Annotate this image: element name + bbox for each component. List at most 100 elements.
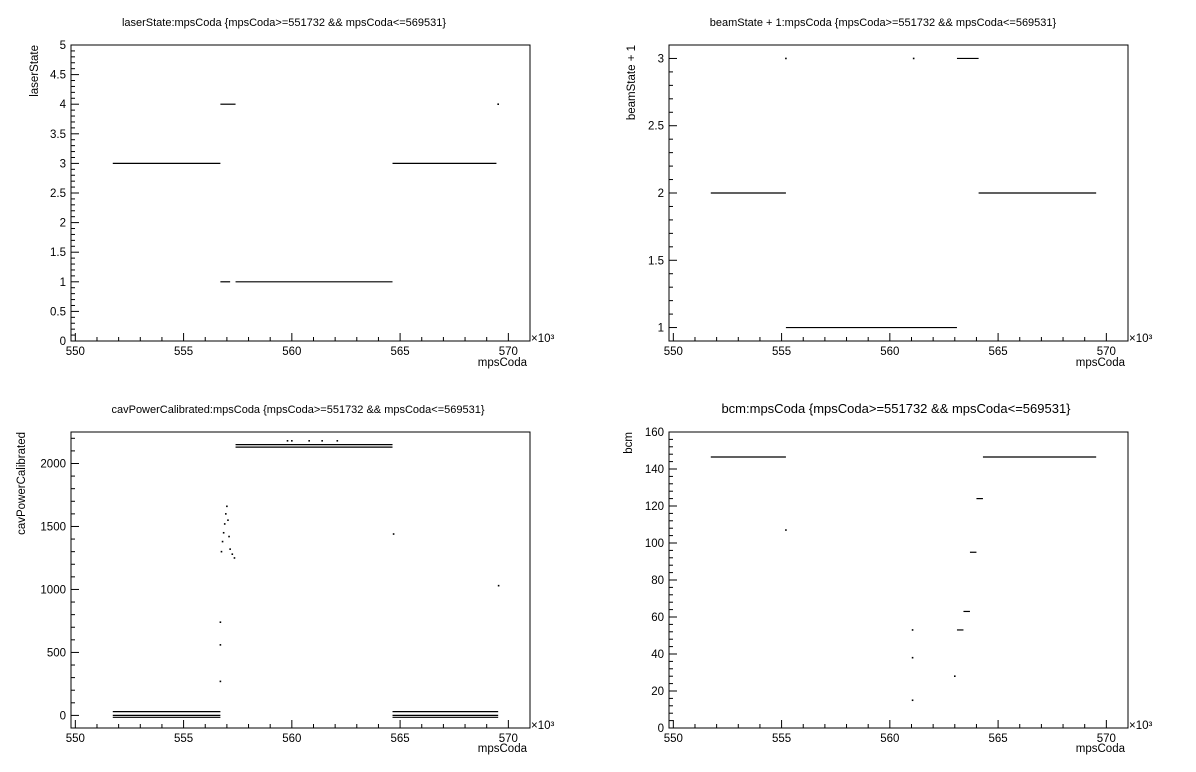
y-tick-label: 1.5	[648, 255, 664, 267]
data-point	[227, 519, 229, 521]
plot-beamstate: beamState + 1:mpsCoda {mpsCoda>=551732 &…	[626, 17, 1153, 369]
y-tick-label: 5	[60, 40, 66, 52]
plot-frame	[668, 431, 1129, 729]
chart-title: bcm:mpsCoda {mpsCoda>=551732 && mpsCoda<…	[721, 401, 1071, 416]
y-tick-label: 2000	[40, 458, 66, 470]
data-point	[226, 505, 228, 508]
y-tick-label: 1500	[40, 521, 66, 533]
x-tick-label: 570	[499, 346, 518, 358]
data-point	[785, 57, 787, 60]
data-point	[308, 440, 310, 442]
data-point	[911, 699, 914, 702]
y-tick-label: 3	[60, 158, 66, 170]
x-tick-label: 565	[391, 346, 410, 358]
y-tick-label: 3	[658, 53, 664, 65]
data-point	[912, 57, 915, 60]
x-ticks: 550 555 560 565 570	[664, 333, 1116, 358]
x-tick-label: 560	[880, 346, 899, 358]
y-tick-label: 2.5	[648, 121, 664, 133]
data-point	[953, 675, 956, 677]
x-axis-label: mpsCoda	[1076, 743, 1126, 755]
x-tick-label: 565	[391, 733, 410, 745]
data-point	[231, 553, 234, 555]
y-tick-label: 3.5	[50, 129, 66, 141]
y-tick-label: 0	[658, 723, 664, 735]
y-axis-label: cavPowerCalibrated	[16, 432, 28, 535]
data-point	[223, 523, 226, 525]
x-multiplier-label: ×10³	[1129, 720, 1153, 732]
data-marks	[112, 440, 500, 718]
y-ticks: 0 20 40 60 80 100 120 140 160	[645, 427, 677, 735]
y-tick-label: 2	[60, 218, 66, 230]
y-tick-label: 0	[60, 336, 66, 348]
x-tick-label: 570	[1097, 733, 1116, 745]
data-point	[785, 529, 787, 531]
data-marks	[710, 456, 1097, 702]
chart-title: cavPowerCalibrated:mpsCoda {mpsCoda>=551…	[111, 404, 484, 416]
y-tick-label: 2.5	[50, 188, 66, 200]
y-tick-label: 100	[645, 538, 664, 550]
data-point	[286, 440, 289, 442]
y-axis-label: beamState + 1	[626, 45, 638, 120]
x-tick-label: 555	[174, 733, 193, 745]
data-point	[222, 531, 225, 534]
y-tick-label: 140	[645, 464, 664, 476]
y-axis-label: laserState	[29, 45, 41, 97]
data-marks	[710, 57, 1097, 329]
x-tick-label: 570	[1097, 346, 1116, 358]
y-tick-label: 4	[60, 99, 67, 111]
x-tick-label: 565	[989, 733, 1008, 745]
x-multiplier-label: ×10³	[1129, 333, 1153, 345]
y-ticks: 0 0.5 1 1.5 2 2.5 3 3.5 4 4.5 5	[50, 40, 79, 348]
y-axis-label: bcm	[623, 432, 635, 454]
data-point	[497, 584, 500, 587]
x-tick-label: 555	[174, 346, 193, 358]
data-point	[911, 656, 914, 659]
plot-laserstate: laserState:mpsCoda {mpsCoda>=551732 && m…	[29, 17, 555, 369]
y-tick-label: 4.5	[50, 70, 66, 82]
plot-cavpower: cavPowerCalibrated:mpsCoda {mpsCoda>=551…	[16, 404, 555, 755]
x-tick-label: 555	[772, 346, 791, 358]
data-point	[321, 440, 323, 442]
y-tick-label: 20	[651, 686, 664, 698]
x-tick-label: 560	[282, 346, 301, 358]
data-point	[219, 680, 222, 683]
data-marks	[112, 103, 499, 283]
x-tick-label: 565	[989, 346, 1008, 358]
x-multiplier-label: ×10³	[531, 720, 555, 732]
chart-title: laserState:mpsCoda {mpsCoda>=551732 && m…	[122, 17, 446, 29]
y-tick-label: 0	[60, 710, 66, 722]
y-tick-label: 160	[645, 427, 664, 439]
x-multiplier-label: ×10³	[531, 333, 555, 345]
plot-frame	[70, 44, 531, 342]
x-axis-label: mpsCoda	[1076, 357, 1126, 369]
data-point	[220, 550, 223, 553]
y-ticks: 0 500 1000 1500 2000	[40, 437, 79, 729]
y-tick-label: 1	[658, 323, 664, 335]
y-ticks: 1 1.5 2 2.5 3	[648, 44, 677, 342]
x-tick-label: 550	[664, 733, 683, 745]
plot-bcm: bcm:mpsCoda {mpsCoda>=551732 && mpsCoda<…	[623, 401, 1153, 755]
data-point	[911, 629, 914, 631]
data-point	[336, 440, 339, 442]
x-ticks: 550 555 560 565 570	[664, 720, 1116, 745]
x-tick-label: 560	[282, 733, 301, 745]
x-tick-label: 550	[66, 346, 85, 358]
y-tick-label: 1000	[40, 584, 66, 596]
y-tick-label: 40	[651, 649, 664, 661]
x-axis-label: mpsCoda	[478, 743, 528, 755]
data-point	[219, 621, 222, 623]
y-tick-label: 80	[651, 575, 664, 587]
y-tick-label: 500	[47, 647, 66, 659]
x-tick-label: 555	[772, 733, 791, 745]
data-point	[291, 440, 293, 442]
chart-title: beamState + 1:mpsCoda {mpsCoda>=551732 &…	[710, 17, 1057, 29]
y-tick-label: 1.5	[50, 247, 66, 259]
data-point	[233, 557, 236, 559]
y-tick-label: 60	[651, 612, 664, 624]
x-axis-label: mpsCoda	[478, 357, 528, 369]
data-point	[225, 513, 227, 515]
x-tick-label: 570	[499, 733, 518, 745]
y-tick-label: 1	[60, 277, 66, 289]
x-tick-label: 550	[664, 346, 683, 358]
